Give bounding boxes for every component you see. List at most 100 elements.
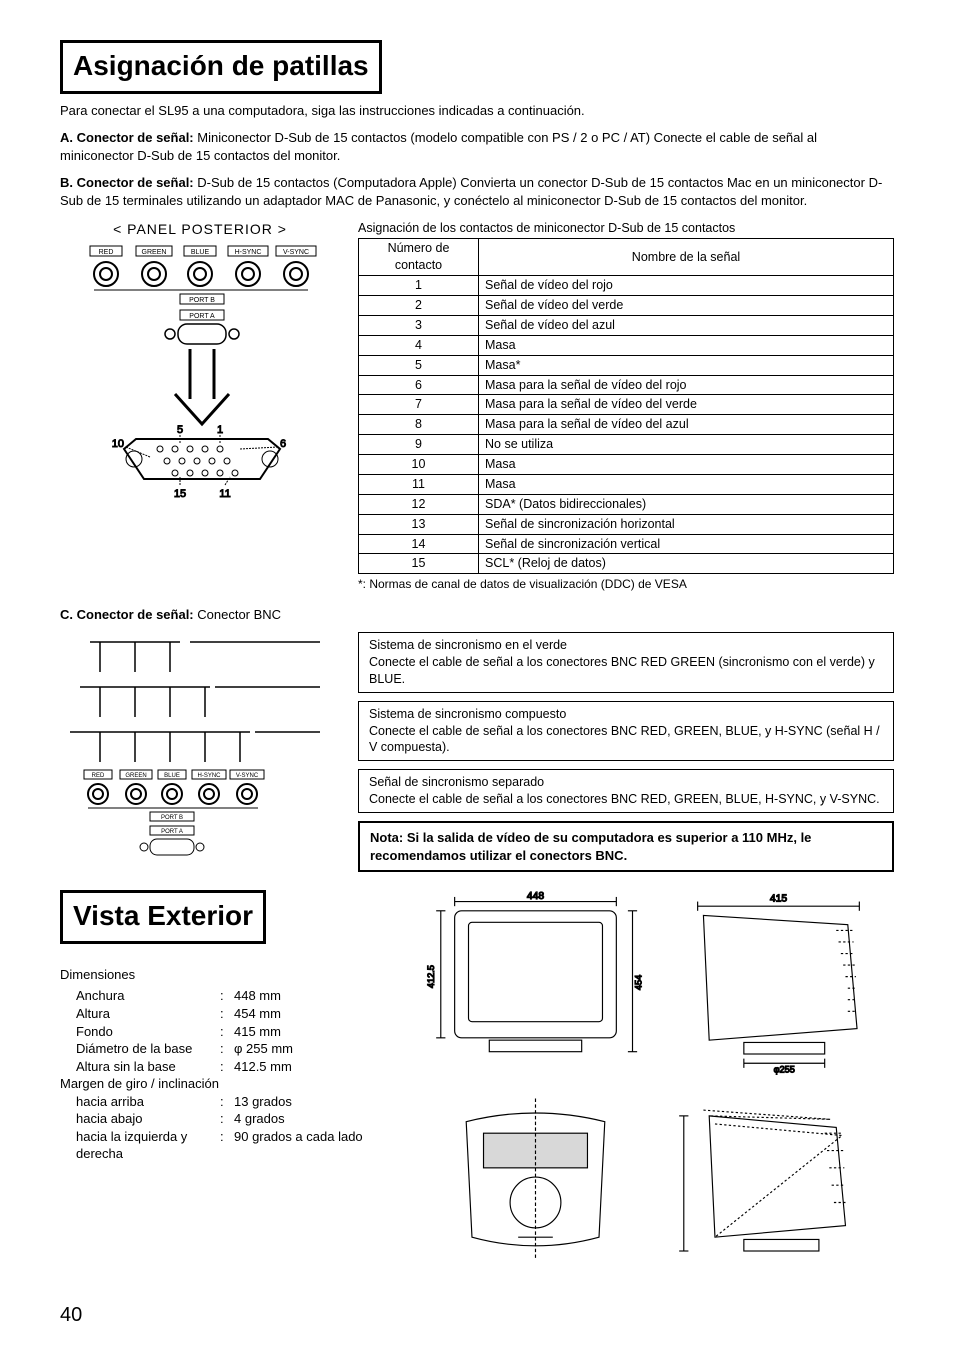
svg-text:11: 11: [219, 488, 230, 500]
panel-posterior-label: < PANEL POSTERIOR >: [60, 220, 340, 239]
sync-green-title: Sistema de sincronismo en el verde: [369, 637, 883, 654]
bnc-wiring-column: RED GREEN BLUE H-SYNC V-SYNC PORT B PORT…: [60, 632, 340, 872]
pin-table-footnote: *: Normas de canal de datos de visualiza…: [358, 576, 894, 592]
pin-num: 2: [359, 296, 479, 316]
dim-value: 415 mm: [234, 1023, 281, 1041]
pin-num: 12: [359, 494, 479, 514]
exterior-diagrams: 448 412.5 454 415: [420, 890, 894, 1272]
sync-boxes-column: Sistema de sincronismo en el verde Conec…: [358, 632, 894, 872]
intro-text: Para conectar el SL95 a una computadora,…: [60, 102, 894, 120]
rear-panel-diagram: RED GREEN BLUE H-SYNC V-SYNC PORT B PORT…: [80, 244, 320, 504]
dimension-row: Fondo:415 mm: [60, 1023, 400, 1041]
pin-signal: Masa: [479, 335, 894, 355]
svg-text:415: 415: [770, 894, 788, 905]
dim-value: 412.5 mm: [234, 1058, 292, 1076]
dim-value: 454 mm: [234, 1005, 281, 1023]
pin-num: 4: [359, 335, 479, 355]
sync-green-body: Conecte el cable de señal a los conector…: [369, 654, 883, 688]
dimension-row: Anchura:448 mm: [60, 987, 400, 1005]
tilt-row: hacia abajo:4 grados: [60, 1110, 400, 1128]
pin-num: 15: [359, 554, 479, 574]
pin-signal: Masa para la señal de vídeo del verde: [479, 395, 894, 415]
svg-text:15: 15: [174, 488, 186, 500]
pin-signal: Señal de vídeo del azul: [479, 315, 894, 335]
page-number: 40: [60, 1302, 894, 1329]
item-a-label: A. Conector de señal:: [60, 130, 194, 145]
pin-table-column: Asignación de los contactos de miniconec…: [358, 220, 894, 593]
pin-th-sig: Nombre de la señal: [479, 239, 894, 276]
item-c-text: Conector BNC: [194, 607, 281, 622]
item-c-label: C. Conector de señal:: [60, 607, 194, 622]
table-row: 11Masa: [359, 474, 894, 494]
pin-num: 10: [359, 455, 479, 475]
table-row: 3Señal de vídeo del azul: [359, 315, 894, 335]
table-row: 13Señal de sincronización horizontal: [359, 514, 894, 534]
table-row: 15SCL* (Reloj de datos): [359, 554, 894, 574]
pin-num: 6: [359, 375, 479, 395]
table-row: 2Señal de vídeo del verde: [359, 296, 894, 316]
nota-box: Nota: Si la salida de vídeo de su comput…: [358, 821, 894, 872]
monitor-tilt-diagram: [663, 1087, 894, 1272]
table-row: 10Masa: [359, 455, 894, 475]
monitor-side-diagram: 415 φ255: [663, 890, 894, 1075]
pin-num: 13: [359, 514, 479, 534]
table-row: 9No se utiliza: [359, 435, 894, 455]
svg-text:1: 1: [217, 424, 223, 436]
section-title-asignacion: Asignación de patillas: [60, 40, 382, 94]
pin-num: 8: [359, 415, 479, 435]
connector-item-b: B. Conector de señal: D-Sub de 15 contac…: [60, 174, 894, 209]
svg-text:V-SYNC: V-SYNC: [236, 773, 259, 779]
svg-text:V-SYNC: V-SYNC: [283, 249, 309, 256]
pin-num: 9: [359, 435, 479, 455]
sync-separate-body: Conecte el cable de señal a los conector…: [369, 791, 883, 808]
table-row: 1Señal de vídeo del rojo: [359, 276, 894, 296]
svg-text:GREEN: GREEN: [125, 773, 146, 779]
svg-text:BLUE: BLUE: [164, 773, 180, 779]
svg-text:H-SYNC: H-SYNC: [235, 249, 262, 256]
bnc-wiring-diagram: RED GREEN BLUE H-SYNC V-SYNC PORT B PORT…: [60, 632, 320, 862]
svg-text:448: 448: [527, 891, 545, 902]
connector-item-a: A. Conector de señal: Miniconector D-Sub…: [60, 129, 894, 164]
dimension-row: Altura:454 mm: [60, 1005, 400, 1023]
tilt-key: hacia arriba: [60, 1093, 220, 1111]
pin-num: 7: [359, 395, 479, 415]
pin-num: 3: [359, 315, 479, 335]
pin-signal: Señal de sincronización horizontal: [479, 514, 894, 534]
pin-signal: Masa para la señal de vídeo del rojo: [479, 375, 894, 395]
dim-value: φ 255 mm: [234, 1040, 293, 1058]
sync-composite-body: Conecte el cable de señal a los conector…: [369, 723, 883, 757]
sync-separate-title: Señal de sincronismo separado: [369, 774, 883, 791]
svg-text:10: 10: [112, 438, 124, 450]
pin-signal: Señal de vídeo del verde: [479, 296, 894, 316]
table-row: 5Masa*: [359, 355, 894, 375]
tilt-key: hacia la izquierda y derecha: [60, 1128, 220, 1163]
table-row: 7Masa para la señal de vídeo del verde: [359, 395, 894, 415]
item-b-label: B. Conector de señal:: [60, 175, 194, 190]
dimensions-block: Dimensiones Anchura:448 mmAltura:454 mmF…: [60, 966, 400, 1163]
svg-text:RED: RED: [92, 773, 105, 779]
pin-signal: Masa para la señal de vídeo del azul: [479, 415, 894, 435]
tilt-value: 13 grados: [234, 1093, 292, 1111]
dimension-row: Diámetro de la base:φ 255 mm: [60, 1040, 400, 1058]
pin-signal: SDA* (Datos bidireccionales): [479, 494, 894, 514]
tilt-row: hacia arriba:13 grados: [60, 1093, 400, 1111]
pin-signal: Masa: [479, 455, 894, 475]
tilt-key: hacia abajo: [60, 1110, 220, 1128]
monitor-top-diagram: [420, 1087, 651, 1272]
svg-text:5: 5: [177, 424, 183, 436]
table-row: 12SDA* (Datos bidireccionales): [359, 494, 894, 514]
pin-num: 11: [359, 474, 479, 494]
dim-value: 448 mm: [234, 987, 281, 1005]
dimension-row: Altura sin la base:412.5 mm: [60, 1058, 400, 1076]
pin-signal: Masa*: [479, 355, 894, 375]
dimensions-head: Dimensiones: [60, 966, 400, 984]
pin-signal: Masa: [479, 474, 894, 494]
pin-num: 5: [359, 355, 479, 375]
table-row: 4Masa: [359, 335, 894, 355]
sync-composite-title: Sistema de sincronismo compuesto: [369, 706, 883, 723]
table-row: 8Masa para la señal de vídeo del azul: [359, 415, 894, 435]
sync-box-green: Sistema de sincronismo en el verde Conec…: [358, 632, 894, 693]
svg-text:BLUE: BLUE: [191, 249, 210, 256]
dim-key: Anchura: [60, 987, 220, 1005]
svg-text:RED: RED: [99, 249, 114, 256]
